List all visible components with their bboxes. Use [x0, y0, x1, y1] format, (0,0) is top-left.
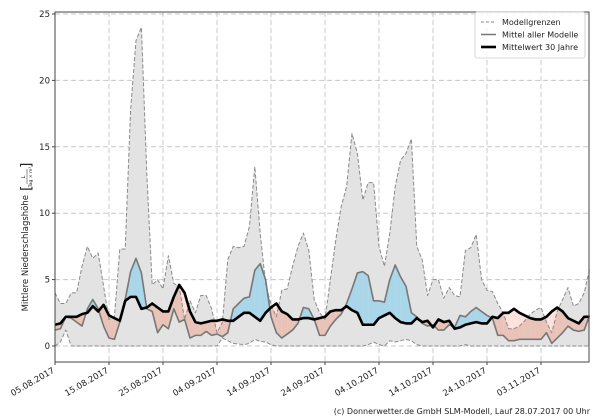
below-climate-area — [281, 311, 288, 339]
y-tick-label: 5 — [45, 276, 50, 286]
climate-mean-line — [54, 283, 590, 331]
unit-denominator: Tag × m² — [28, 167, 34, 189]
legend-label-climate: Mittelwert 30 Jahre — [502, 43, 578, 52]
model-mean-line — [54, 257, 591, 345]
y-axis-title: Mittlere Niederschlagshöhe — [21, 195, 31, 311]
y-tick-label: 0 — [45, 342, 50, 352]
above-climate-area — [476, 307, 482, 324]
y-axis-label: Mittlere Niederschlagshöhe [ L Tag × m² … — [19, 163, 35, 312]
above-climate-area — [368, 275, 374, 325]
x-tick-label: 14.10.2017 — [387, 366, 434, 399]
unit-numerator: L — [21, 175, 27, 178]
legend-label-range: Modellgrenzen — [502, 18, 561, 27]
below-climate-area — [190, 311, 196, 339]
below-climate-area — [319, 316, 325, 336]
x-axis: 05.08.2017 15.08.2017 25.08.2017 04.09.2017… — [9, 362, 543, 399]
above-climate-area — [254, 263, 261, 321]
above-climate-area — [465, 311, 471, 325]
above-climate-area — [362, 271, 369, 325]
bracket-close: ] — [19, 163, 35, 168]
y-tick-label: 25 — [39, 10, 50, 20]
x-tick-label: 24.10.2017 — [441, 366, 488, 399]
y-tick-label: 15 — [39, 143, 50, 153]
x-tick-label: 03.11.2017 — [495, 366, 542, 399]
below-climate-area — [222, 319, 228, 337]
below-climate-area — [535, 319, 541, 340]
above-climate-area — [470, 307, 477, 324]
x-tick-label: 15.08.2017 — [63, 366, 110, 399]
below-climate-area — [557, 307, 563, 339]
below-climate-area — [330, 310, 336, 327]
copyright-footer: (c) Donnerwetter.de GmbH SLM-Modell, Lau… — [334, 407, 591, 416]
below-climate-area — [524, 315, 531, 340]
model-range-area — [55, 27, 590, 347]
below-climate-area — [195, 322, 201, 336]
above-climate-area — [249, 270, 255, 317]
above-climate-area — [303, 307, 309, 319]
above-climate-area — [130, 258, 136, 297]
y-tick-label: 10 — [39, 209, 50, 219]
below-range-area — [514, 308, 520, 329]
above-climate-area — [357, 271, 363, 325]
y-tick-label: 20 — [39, 76, 50, 86]
plot-frame — [54, 11, 590, 363]
x-tick-label: 24.09.2017 — [279, 366, 326, 399]
y-axis: 0 5 10 15 20 25 — [39, 10, 55, 352]
above-climate-area — [400, 276, 406, 324]
above-climate-area — [352, 272, 358, 313]
below-climate-area — [163, 311, 169, 329]
series-lines — [54, 26, 591, 347]
x-tick-label: 14.09.2017 — [225, 366, 272, 399]
model-lower-bound-line — [54, 329, 590, 347]
bracket-open: [ — [19, 186, 35, 191]
x-tick-label: 25.08.2017 — [117, 366, 164, 399]
below-range-area — [508, 308, 514, 329]
below-climate-area — [530, 318, 536, 340]
below-climate-area — [325, 311, 331, 336]
below-climate-area — [276, 303, 282, 339]
x-tick-label: 04.10.2017 — [333, 366, 380, 399]
legend: Modellgrenzen Mittel aller Modelle Mitte… — [474, 11, 586, 59]
above-climate-area — [244, 296, 250, 313]
below-climate-area — [109, 315, 115, 340]
above-climate-area — [395, 264, 401, 323]
x-tick-label: 04.09.2017 — [171, 366, 218, 399]
above-climate-area — [379, 300, 385, 319]
x-tick-label: 05.08.2017 — [9, 366, 56, 399]
above-climate-area — [389, 264, 396, 319]
legend-label-mean: Mittel aller Modelle — [502, 31, 578, 40]
